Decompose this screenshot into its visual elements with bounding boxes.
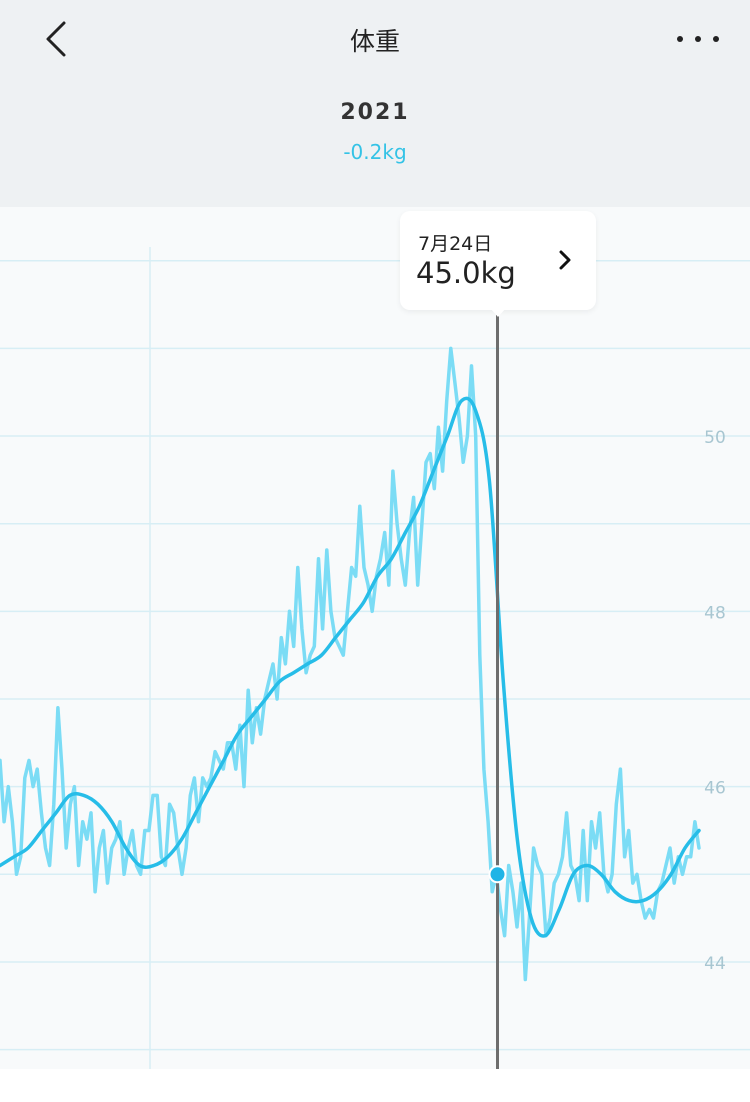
more-button[interactable] — [672, 22, 724, 56]
trend-weight-line — [0, 396, 701, 938]
page-title: 体重 — [349, 27, 400, 56]
back-button[interactable] — [30, 14, 82, 66]
chevron-right-icon[interactable] — [552, 247, 578, 273]
tooltip-date: 7月24日 — [418, 233, 493, 255]
selected-point-tooltip[interactable]: 7月24日 45.0kg — [400, 211, 596, 310]
footer — [0, 1069, 750, 1102]
raw-weight-line — [0, 346, 701, 982]
more-horizontal-icon — [677, 36, 719, 42]
y-tick-label: 46 — [704, 779, 726, 799]
y-tick-label: 44 — [704, 954, 726, 974]
period-label: 2021 — [340, 100, 410, 125]
chart-area[interactable]: 44 46 48 50 — [0, 207, 750, 1069]
y-tick-label: 50 — [704, 428, 726, 448]
y-tick-label: 48 — [704, 603, 726, 623]
chevron-left-icon — [46, 21, 66, 57]
tooltip-value: 45.0kg — [416, 256, 516, 290]
header: 体重 2021 -0.2kg — [0, 0, 750, 207]
tooltip-pointer — [490, 308, 506, 317]
weight-chart[interactable]: 44 46 48 50 — [0, 207, 750, 1069]
selected-point[interactable] — [488, 865, 507, 884]
weight-change: -0.2kg — [343, 140, 407, 164]
